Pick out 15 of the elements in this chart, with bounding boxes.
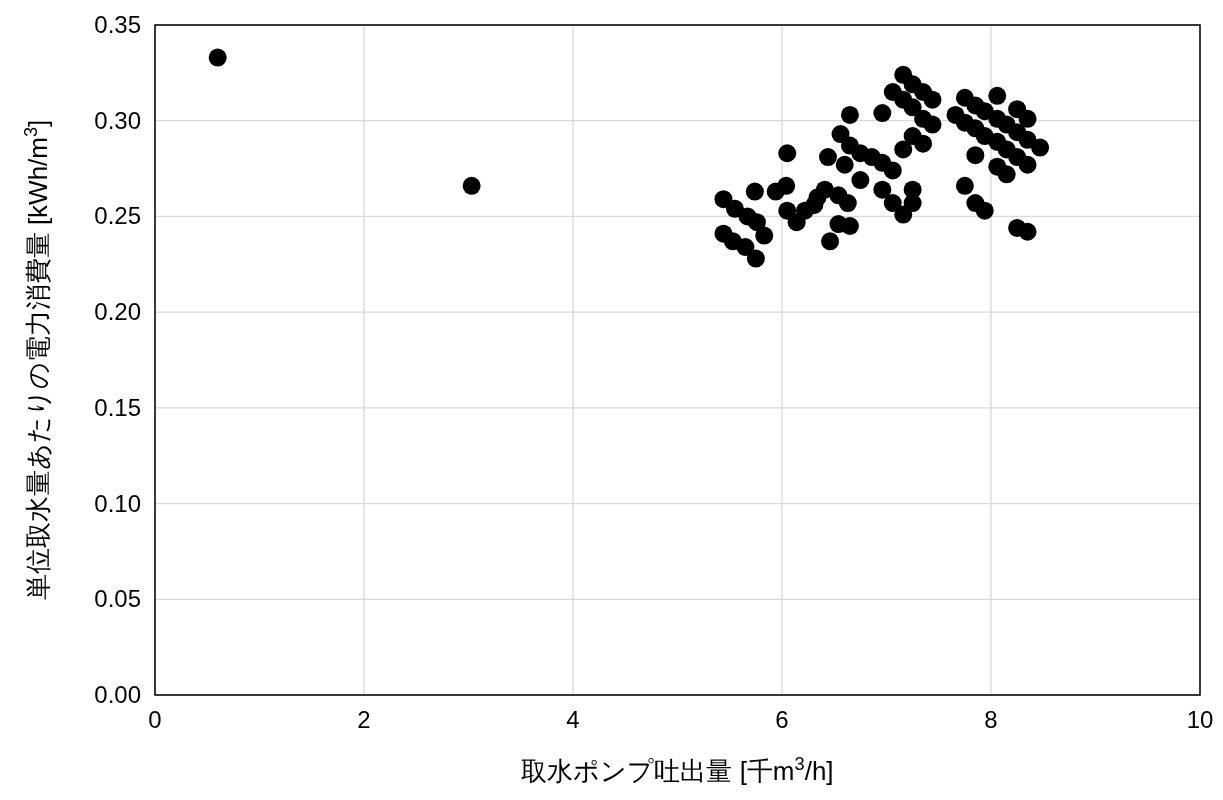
y-tick-label: 0.20 (94, 298, 141, 326)
y-tick-label: 0.35 (94, 11, 141, 38)
x-tick-label: 8 (984, 706, 998, 733)
x-tick-label: 10 (1186, 706, 1214, 733)
x-axis-title: 取水ポンプ吐出量 [千m$^{3}$/h] (521, 754, 834, 786)
x-tick-label: 2 (357, 706, 371, 733)
y-tick-label: 0.05 (94, 585, 141, 613)
y-tick-label: 0.10 (94, 489, 141, 517)
x-tick-label: 4 (566, 706, 580, 733)
y-tick-label: 0.00 (94, 681, 141, 708)
y-tick-label: 0.15 (94, 393, 141, 421)
y-tick-label: 0.25 (94, 202, 141, 230)
x-tick-label: 6 (775, 706, 789, 733)
x-tick-label: 0 (148, 706, 162, 733)
y-tick-label: 0.30 (94, 106, 141, 134)
